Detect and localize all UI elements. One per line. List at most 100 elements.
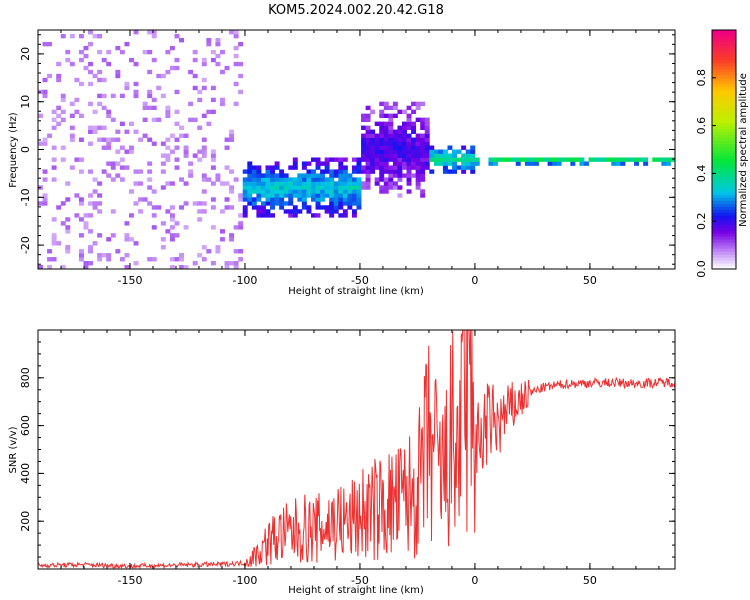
spectrogram-cell [342,185,348,190]
snr-x-tick-label: -100 [232,574,257,587]
spectrogram-cell [338,201,344,206]
spectrogram-cell [101,125,107,130]
spectrogram-cell [160,221,166,226]
spectrogram-cell [402,133,407,138]
spectrogram-cell [338,185,344,190]
spectrogram-cell [324,205,330,210]
spectrogram-cell [306,193,312,198]
spectrogram-cell [160,141,166,146]
spectrogram-cell [338,177,344,182]
spectrogram-cell [147,89,153,95]
spectrogram-cell [433,157,439,162]
spectrogram-cell [174,221,180,226]
spectrogram-cell [106,253,112,258]
spectrogram-cell [151,57,157,63]
spectrogram-cell [47,249,53,254]
spectrogram-cell [242,169,248,174]
spectrogram-cell [324,157,330,162]
colorbar-swatch [712,137,736,142]
spectrogram-cell [279,181,285,186]
spectrogram-cell [220,209,225,214]
spectrogram-cell [260,177,266,182]
colorbar-swatch [712,59,736,64]
spectrogram-cell [78,157,84,162]
spectrogram-cell [65,49,71,55]
spectrogram-cell [192,201,198,206]
spectrogram-cell [388,113,394,119]
colorbar-swatch [712,50,736,55]
spectrogram-cell [370,145,376,150]
spectrogram-cell [60,221,66,226]
spectrogram-cell [129,237,134,242]
spectrogram-cell [670,157,676,162]
spectrogram-cell [92,125,98,130]
spectrogram-cell [470,153,476,158]
spectrogram-cell [220,97,225,103]
spectrogram-cell [329,169,335,174]
spectrogram-cell [311,169,316,174]
spectrogram-cell [370,161,376,166]
spectrogram-cell [69,33,75,39]
spectrogram-cell [220,69,225,75]
spectrogram-cell [365,113,371,119]
spectrogram-cell [297,185,303,190]
spectrogram-x-tick-label: -50 [351,274,369,287]
spectrogram-cell [129,57,134,63]
spectrogram-cell [179,257,184,262]
spectrogram-cell [133,61,139,67]
spectrogram-cell [56,61,62,67]
spectrogram-cell [306,173,312,178]
spectrogram-cell [274,197,280,202]
spectrogram-cell [88,245,93,250]
spectrogram-cell [351,181,357,186]
spectrogram-cell [324,193,330,198]
colorbar-swatch [712,41,736,46]
spectrogram-cell [383,157,389,162]
spectrogram-cell [438,153,444,158]
spectrogram-cell [356,185,362,190]
spectrogram-cell [461,161,467,166]
spectrogram-cell [361,133,366,138]
spectrogram-cell [47,133,53,138]
colorbar-swatch [712,71,736,76]
spectrogram-cell [329,157,335,162]
spectrogram-cell [88,249,93,254]
spectrogram-cell [493,161,498,166]
spectrogram-cell [42,93,48,99]
spectrogram-cell [392,165,398,170]
spectrogram-cell [260,201,266,206]
spectrogram-cell [634,157,639,162]
spectrogram-cell [301,165,307,170]
spectrogram-cell [292,193,298,198]
spectrogram-cell [442,169,448,174]
spectrogram-cell [452,157,457,162]
spectrogram-cell [424,133,430,138]
spectrogram-cell [315,161,321,166]
spectrogram-cell [365,153,371,158]
spectrogram-cell [279,201,285,206]
spectrogram-cell [229,237,235,242]
spectrogram-cell [242,209,248,214]
spectrogram-cell [292,213,298,218]
spectrogram-cell [406,153,412,158]
spectrogram-cell [69,61,75,67]
spectrogram-cell [142,101,148,107]
spectrogram-cell [215,249,221,254]
spectrogram-cell [442,161,448,166]
spectrogram-cell [233,177,239,182]
colorbar-ticks: 0.0 0.2 0.4 0.6 0.8 [695,69,716,278]
spectrogram-cell [233,53,239,59]
spectrogram-cell [97,33,103,39]
spectrogram-cell [406,105,412,111]
spectrogram-cell [547,157,553,162]
spectrogram-cell [119,93,125,99]
colorbar-tick-label: 0.8 [695,69,708,87]
spectrogram-cell [224,137,230,142]
spectrogram-cell [247,185,253,190]
spectrogram-cell [78,33,84,39]
spectrogram-cell [101,145,107,150]
spectrogram-cell [365,157,371,162]
spectrogram-cell [315,181,321,186]
spectrogram-cell [97,253,103,258]
